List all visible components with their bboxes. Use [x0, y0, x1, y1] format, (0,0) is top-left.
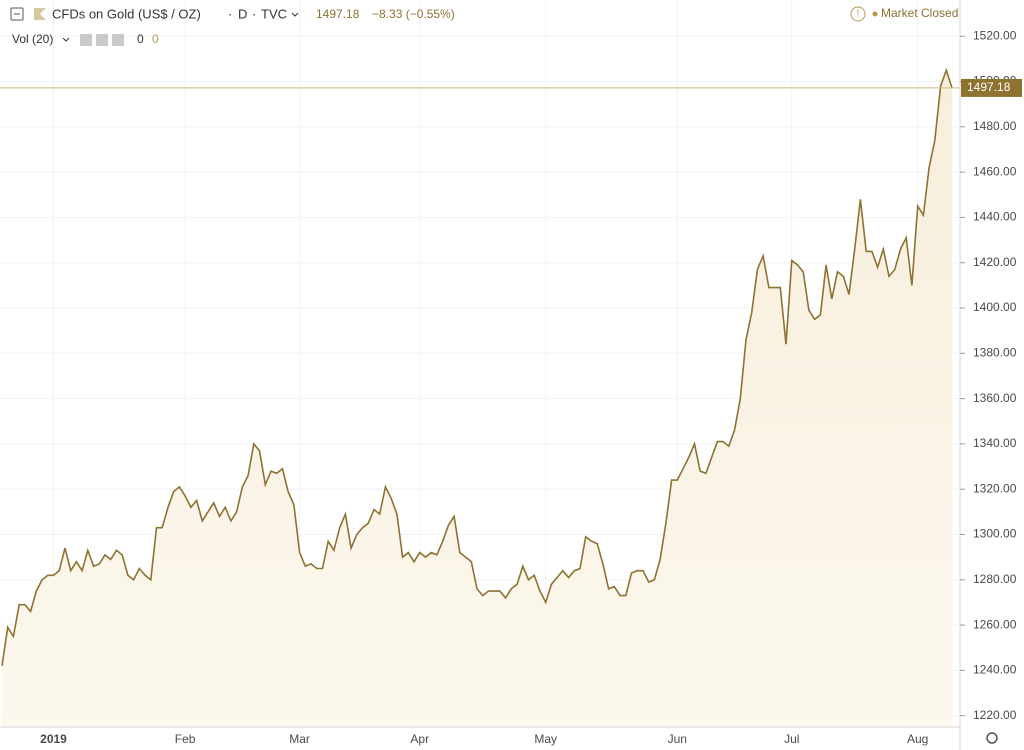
y-tick-label: 1400.00 — [973, 300, 1017, 314]
y-tick-label: 1520.00 — [973, 28, 1017, 42]
last-price: 1497.18 — [316, 7, 360, 21]
eye-icon[interactable] — [80, 34, 92, 46]
x-tick-label: Feb — [175, 732, 196, 746]
status-icon: ! — [857, 9, 860, 20]
axes: 1220.00 1240.00 1260.00 1280.00 1300.00 1320.… — [40, 28, 1022, 746]
dropdown-icon[interactable] — [62, 37, 70, 42]
y-tick-label: 1320.00 — [973, 481, 1017, 495]
symbol-icon — [34, 8, 46, 20]
y-tick-label: 1460.00 — [973, 164, 1017, 178]
y-tick-label: 1380.00 — [973, 345, 1017, 359]
symbol-title: CFDs on Gold (US$ / OZ) — [52, 6, 201, 21]
x-tick-label: Mar — [289, 732, 310, 746]
y-tick-label: 1340.00 — [973, 436, 1017, 450]
x-tick-label: Apr — [410, 732, 429, 746]
source: TVC — [261, 6, 287, 21]
market-status: Market Closed — [881, 6, 958, 20]
area-fill — [2, 70, 952, 727]
x-tick-label: May — [534, 732, 557, 746]
last-price-tag-label: 1497.18 — [967, 80, 1011, 94]
y-tick-label: 1240.00 — [973, 663, 1017, 677]
y-tick-label: 1440.00 — [973, 210, 1017, 224]
status-dot — [872, 11, 878, 17]
settings-icon[interactable] — [96, 34, 108, 46]
y-tick-label: 1420.00 — [973, 255, 1017, 269]
y-tick-label: 1280.00 — [973, 572, 1017, 586]
x-tick-label: 2019 — [40, 732, 67, 746]
volume-value: 0 — [152, 32, 159, 46]
x-tick-label: Jun — [668, 732, 687, 746]
y-tick-label: 1480.00 — [973, 119, 1017, 133]
x-tick-label: Aug — [907, 732, 928, 746]
close-icon[interactable] — [112, 34, 124, 46]
y-tick-label: 1360.00 — [973, 391, 1017, 405]
volume-label: Vol (20) — [12, 32, 53, 46]
last-price-tag — [961, 78, 1022, 97]
x-tick-label: Jul — [784, 732, 799, 746]
settings-gear[interactable] — [986, 732, 998, 744]
collapse-icon[interactable] — [10, 7, 24, 21]
y-tick-label: 1300.00 — [973, 527, 1017, 541]
y-tick-label: 1260.00 — [973, 617, 1017, 631]
separator: · — [252, 6, 256, 21]
separator: · — [228, 6, 232, 21]
y-tick-label: 1220.00 — [973, 708, 1017, 722]
plot — [0, 67, 960, 727]
dropdown-icon[interactable] — [291, 12, 299, 17]
volume-value: 0 — [137, 32, 144, 46]
price-line — [1, 67, 953, 667]
price-change: −8.33 (−0.55%) — [372, 7, 455, 21]
status-icon[interactable] — [850, 6, 866, 22]
interval: D — [238, 6, 247, 21]
